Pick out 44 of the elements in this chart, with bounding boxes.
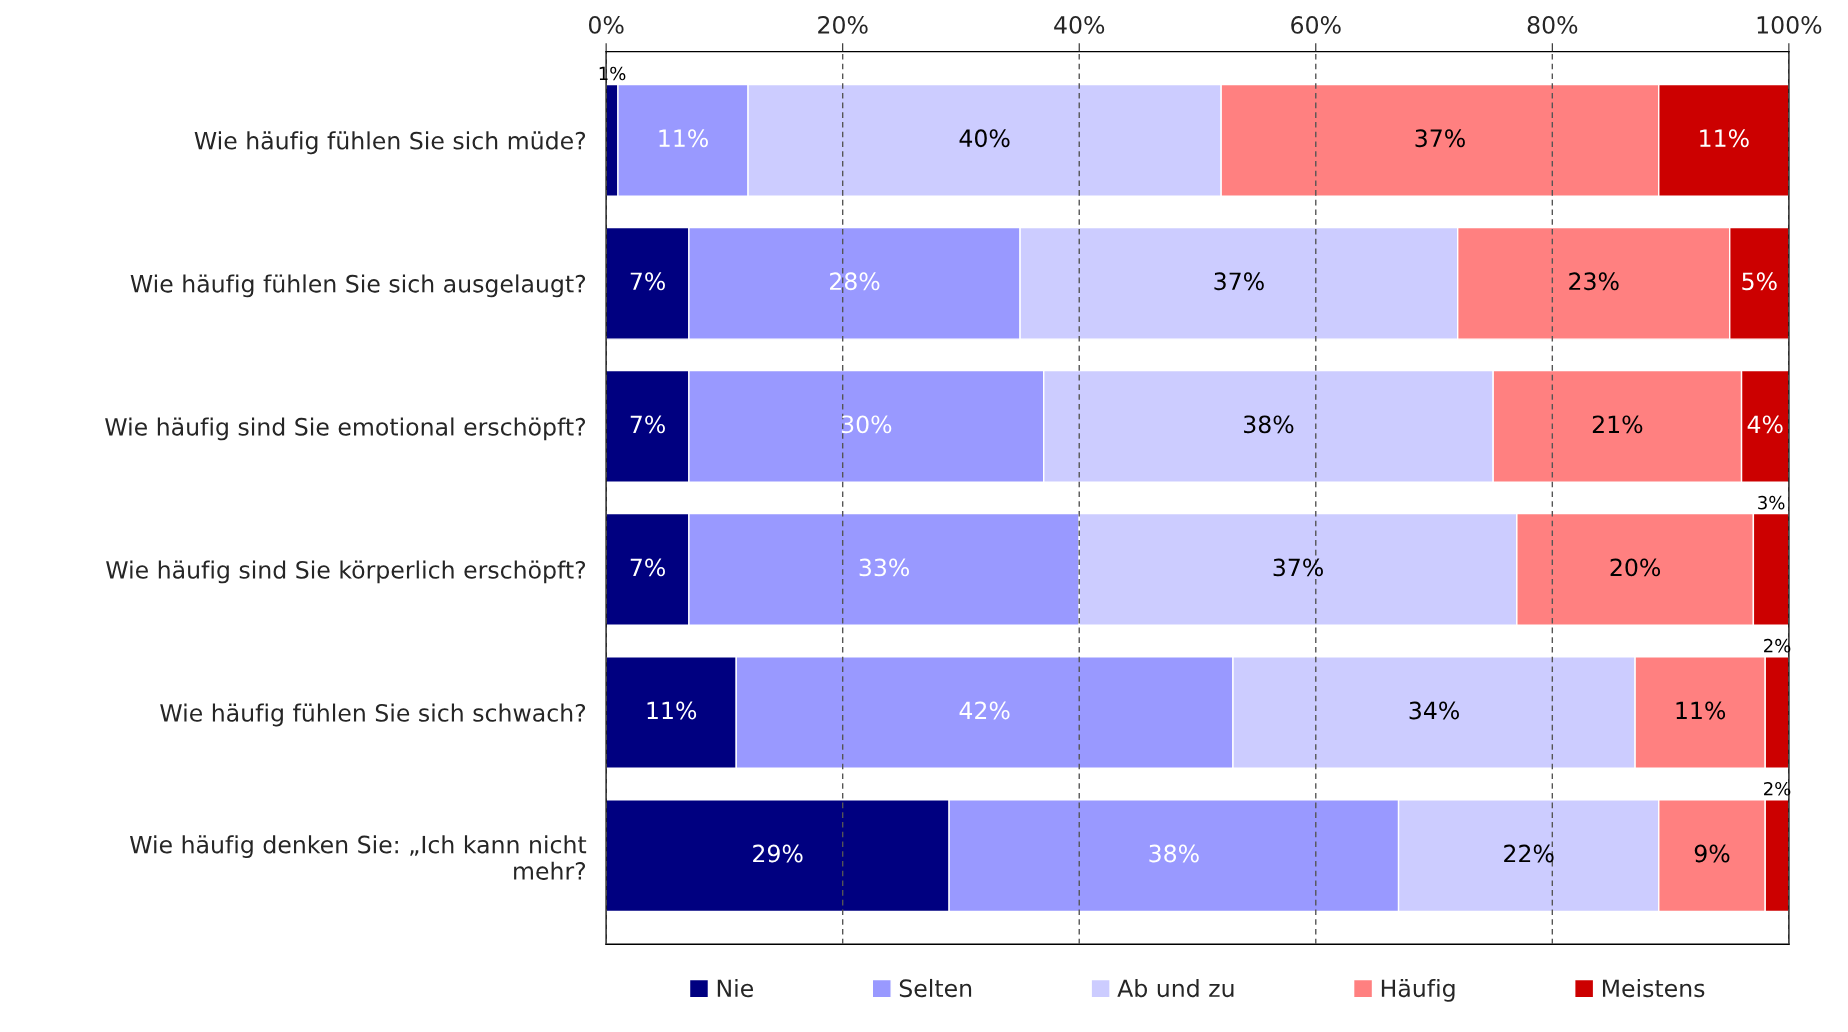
x-tick-label: 40% [1054, 15, 1105, 34]
data-label: 38% [1244, 415, 1294, 434]
x-tick-label: 80% [1527, 15, 1578, 34]
y-tick-label: Wie häufig fühlen Sie sich schwach? [160, 703, 586, 727]
data-label: 21% [1592, 415, 1643, 434]
y-tick-label: Wie häufig sind Sie emotional erschöpft? [105, 417, 586, 441]
data-label: 7% [630, 558, 665, 577]
y-tick-label: Wie häufig fühlen Sie sich ausgelaugt? [130, 274, 586, 298]
data-label: 29% [753, 844, 803, 863]
data-label: 11% [647, 701, 697, 720]
data-label: 5% [1742, 272, 1777, 291]
data-label: 33% [859, 558, 910, 577]
data-label: 30% [841, 415, 892, 434]
x-tick-label: 100% [1757, 15, 1822, 34]
y-tick-label: Wie häufig denken Sie: „Ich kann nicht mehr? [129, 835, 587, 880]
data-label: 7% [630, 415, 665, 434]
data-label: 42% [959, 701, 1010, 720]
x-tick-label: 60% [1291, 15, 1341, 34]
legend-label: Ab und zu [1117, 978, 1234, 998]
data-label: 22% [1504, 844, 1554, 863]
y-tick-label: Wie häufig sind Sie körperlich erschöpft? [106, 560, 586, 584]
data-label: 3% [1758, 495, 1785, 510]
data-label: 4% [1747, 415, 1783, 434]
y-tick-label: Wie häufig fühlen Sie sich müde? [194, 131, 586, 155]
data-label: 28% [830, 272, 880, 291]
data-label: 37% [1273, 558, 1323, 577]
data-label: 7% [630, 272, 665, 291]
data-label: 11% [1700, 129, 1749, 148]
x-tick-label: 20% [818, 15, 868, 34]
data-label: 20% [1610, 558, 1661, 577]
x-tick-label: 0% [588, 15, 624, 34]
data-label: 11% [1676, 701, 1726, 720]
data-label: 34% [1409, 701, 1459, 720]
data-label: 37% [1214, 272, 1264, 291]
data-label: 38% [1149, 844, 1199, 863]
data-label: 23% [1569, 272, 1619, 291]
data-label: 37% [1415, 129, 1465, 148]
legend-label: Selten [899, 978, 972, 998]
data-label: 40% [959, 129, 1010, 148]
legend-label: Nie [717, 978, 753, 998]
legend-label: Häufig [1381, 978, 1455, 1002]
data-label: 11% [659, 129, 708, 148]
data-label: 9% [1694, 844, 1730, 863]
legend-label: Meistens [1602, 978, 1705, 998]
